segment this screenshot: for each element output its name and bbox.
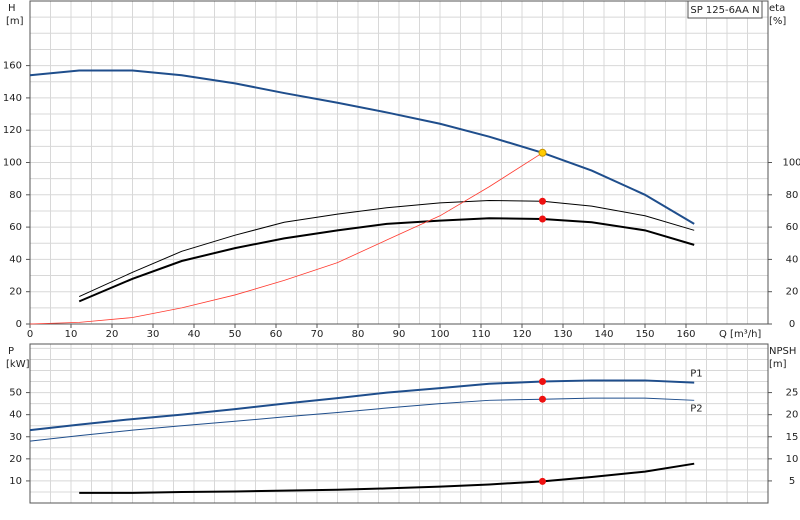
y2-tick-label: 20 — [786, 287, 799, 298]
x-axis-label: Q [m³/h] — [719, 329, 761, 340]
x-tick-label: 10 — [65, 329, 78, 340]
x-tick-label: 50 — [229, 329, 242, 340]
x-tick-label: 100 — [430, 329, 449, 340]
title-box — [687, 0, 763, 19]
x-tick-label: 30 — [147, 329, 160, 340]
y-axis-label: H — [8, 3, 16, 14]
series-line — [29, 397, 695, 442]
x-tick-label: 130 — [553, 329, 572, 340]
x-tick-label: 160 — [676, 329, 695, 340]
series-label: P1 — [690, 369, 702, 380]
y-axis-label: P — [8, 346, 14, 357]
y-tick-label: 100 — [3, 158, 22, 169]
y-tick-label: 40 — [9, 254, 22, 265]
x-tick-label: 90 — [393, 329, 406, 340]
y-tick-label: 40 — [9, 410, 22, 421]
x-tick-label: 0 — [27, 329, 33, 340]
y-tick-label: 160 — [3, 61, 22, 72]
operating-point — [539, 378, 546, 386]
series-line — [78, 199, 695, 298]
y2-axis-label: eta — [769, 3, 785, 14]
y2-tick-label: 5 — [789, 476, 795, 487]
series-line — [29, 379, 695, 432]
operating-point — [539, 215, 546, 223]
y-tick-label: 140 — [3, 93, 22, 104]
y-axis-unit: [kW] — [6, 359, 30, 370]
y2-tick-label: 40 — [786, 254, 799, 265]
y2-tick-label: 15 — [786, 432, 799, 443]
series-line — [79, 462, 695, 494]
x-tick-label: 80 — [352, 329, 365, 340]
y2-tick-label: 80 — [786, 190, 799, 201]
y-tick-label: 20 — [9, 287, 22, 298]
y2-tick-label: 10 — [786, 454, 799, 465]
operating-point — [539, 197, 546, 205]
plot-frame — [29, 343, 769, 504]
y2-axis-unit: [%] — [769, 16, 786, 27]
x-tick-label: 70 — [311, 329, 324, 340]
y-tick-label: 120 — [3, 125, 22, 136]
y-tick-label: 60 — [9, 222, 22, 233]
x-tick-label: 150 — [635, 329, 654, 340]
y2-axis-label: NPSH — [769, 346, 796, 357]
series-line — [78, 217, 695, 303]
y-tick-label: 0 — [16, 319, 22, 330]
y2-tick-label: 60 — [786, 222, 799, 233]
x-tick-label: 140 — [594, 329, 613, 340]
x-tick-label: 20 — [106, 329, 119, 340]
y-tick-label: 80 — [9, 190, 22, 201]
operating-point — [539, 395, 546, 403]
y-axis-unit: [m] — [6, 16, 24, 27]
x-tick-label: 120 — [512, 329, 531, 340]
series-label: P2 — [690, 403, 702, 414]
y2-tick-label: 100 — [782, 158, 800, 169]
operating-point — [538, 148, 547, 157]
y-tick-label: 20 — [9, 454, 22, 465]
y2-tick-label: 0 — [789, 319, 795, 330]
y-tick-label: 30 — [9, 432, 22, 443]
x-tick-label: 40 — [188, 329, 201, 340]
x-tick-label: 110 — [471, 329, 490, 340]
x-tick-label: 60 — [270, 329, 283, 340]
operating-point — [539, 477, 546, 485]
chart-title: SP 125-6AA N — [690, 5, 759, 16]
y2-tick-label: 25 — [786, 388, 799, 399]
y-tick-label: 50 — [9, 388, 22, 399]
series-line — [29, 152, 543, 325]
y2-tick-label: 20 — [786, 410, 799, 421]
y2-axis-unit: [m] — [769, 359, 787, 370]
series-line — [29, 69, 695, 225]
y-tick-label: 10 — [9, 476, 22, 487]
